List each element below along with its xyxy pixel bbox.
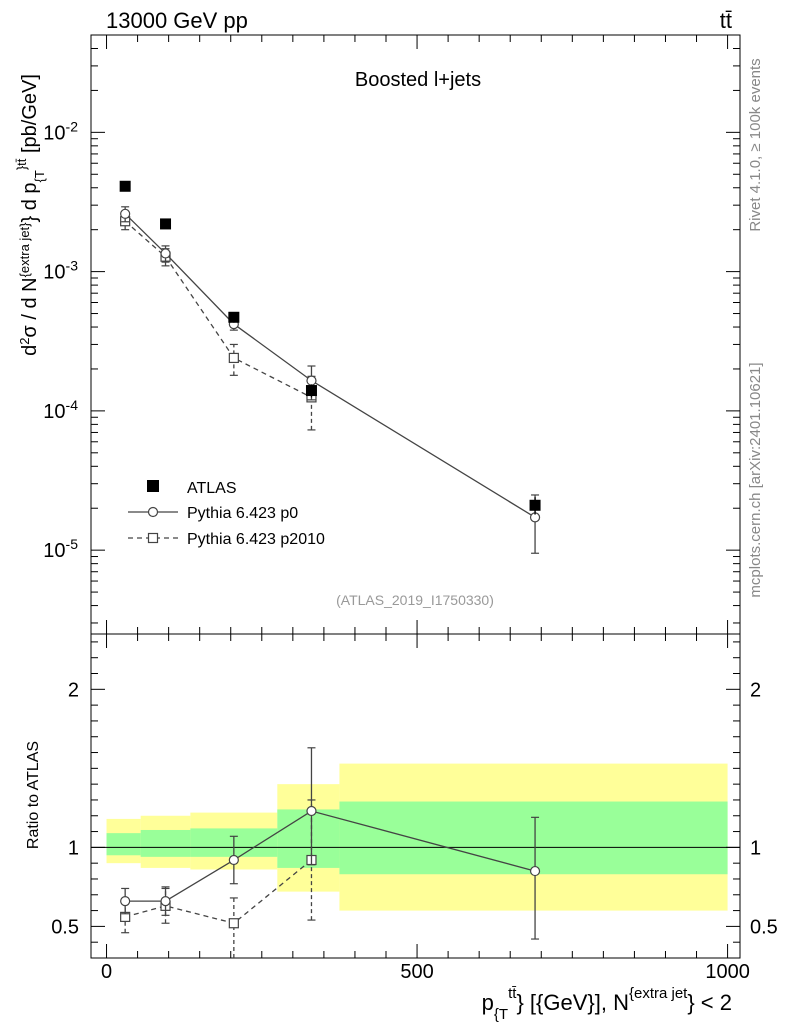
ratio-p0-point <box>160 896 171 907</box>
ratio-p2010-line <box>124 859 312 924</box>
ratio-bands <box>106 763 728 911</box>
ratio-y-tick-label-right: 2 <box>750 679 761 701</box>
atlas-point <box>305 385 317 397</box>
ylabel-sub-t: {T <box>32 170 47 182</box>
legend-p2010-marker <box>147 532 159 544</box>
ylabel-dp: } d p <box>19 182 41 222</box>
main-y-axis-label: d2σ / d N{extra jet}} d p{T}tt̄ [pb/GeV] <box>14 74 47 356</box>
legend-p0-marker <box>147 506 159 518</box>
main-y-tick-label: 10-4 <box>43 397 78 423</box>
main-y-tick-exp: -3 <box>66 258 79 274</box>
ratio-y-tick-label-left: 2 <box>68 679 79 701</box>
atlas-point <box>119 180 131 192</box>
ratio-panel: 0.5 0.5 1 1 2 2 0 500 1000 Ratio to ATLAS p{Ttt̄… <box>25 633 778 1023</box>
main-tick-labels: 10-210-310-410-5 <box>43 118 78 562</box>
x-tick-label: 500 <box>400 961 433 983</box>
plot-title: Boosted l+jets <box>355 69 481 91</box>
rivet-version-text: Rivet 4.1.0, ≥ 100k events <box>747 58 764 231</box>
ratio-band-green <box>106 833 141 856</box>
ratio-tick-labels: 0.5 0.5 1 1 2 2 0 500 1000 <box>51 679 778 983</box>
xlabel-cut: } < 2 <box>687 990 732 1015</box>
legend: ATLAS Pythia 6.423 p0 Pythia 6.423 p2010 <box>128 480 325 548</box>
main-y-tick-exp: -5 <box>66 536 79 552</box>
x-tick-label: 0 <box>101 961 112 983</box>
atlas-point <box>160 218 172 230</box>
legend-atlas-label: ATLAS <box>187 480 237 497</box>
mcplots-reference-text: mcplots.cern.ch [arXiv:2401.10621] <box>747 362 764 597</box>
ratio-y-tick-label-right: 1 <box>750 837 761 859</box>
xlabel-sup-tt: tt̄ <box>508 985 517 1002</box>
ratio-y-tick-label-left: 0.5 <box>51 916 79 938</box>
legend-atlas-marker <box>147 480 159 492</box>
p2010-point <box>228 352 239 364</box>
legend-p0-label: Pythia 6.423 p0 <box>187 505 298 522</box>
main-ticks <box>91 34 740 634</box>
ylabel-units: [pb/GeV] <box>19 74 41 159</box>
ylabel-sup-brace: } <box>14 165 29 170</box>
atlas-point <box>529 499 541 511</box>
p0-point <box>160 248 171 259</box>
ratio-ticks <box>91 634 740 959</box>
legend-p2010-label: Pythia 6.423 p2010 <box>187 531 325 548</box>
main-y-tick-base: 10 <box>43 262 65 284</box>
xlabel-sup-extra-jet: {extra jet <box>629 985 688 1002</box>
ratio-y-tick-label-left: 1 <box>68 837 79 859</box>
p0-point <box>120 208 131 219</box>
ratio-p0-point <box>228 854 239 866</box>
ylabel-sup-tt: tt̄ <box>14 158 29 166</box>
ratio-p0-point <box>306 805 317 817</box>
ratio-y-tick-label-right: 0.5 <box>750 916 778 938</box>
ylabel-sigma: σ / d N <box>19 277 41 337</box>
main-y-tick-label: 10-3 <box>43 258 78 284</box>
x-tick-label: 1000 <box>705 961 750 983</box>
x-axis-label: p{Ttt̄} [{GeV}], N{extra jet} < 2 <box>482 985 732 1023</box>
xlabel-p: p <box>482 990 494 1015</box>
main-panel: 10-210-310-410-5 Boosted l+jets (ATLAS_2… <box>14 34 741 635</box>
main-series <box>119 180 541 554</box>
p0-point <box>306 375 317 386</box>
ratio-series <box>120 747 541 958</box>
main-y-tick-base: 10 <box>43 540 65 562</box>
ratio-y-axis-label: Ratio to ATLAS <box>25 741 42 849</box>
analysis-id: (ATLAS_2019_I1750330) <box>336 592 494 608</box>
ratio-band-green <box>140 829 191 857</box>
ratio-p0-point <box>120 896 131 907</box>
main-y-tick-label: 10-2 <box>43 118 78 144</box>
xlabel-gev: } [{GeV}], N <box>516 990 629 1015</box>
atlas-point <box>228 311 240 323</box>
p0-line <box>124 213 536 518</box>
main-y-tick-base: 10 <box>43 122 65 144</box>
energy-label: 13000 GeV pp <box>106 8 248 33</box>
ratio-p2010-point <box>228 918 239 929</box>
ratio-p0-point <box>529 865 541 877</box>
main-y-tick-exp: -4 <box>66 397 79 413</box>
main-y-tick-exp: -2 <box>66 118 79 134</box>
ylabel-sup-2: 2 <box>17 338 32 345</box>
process-label: tt̄ <box>720 8 732 33</box>
p2010-line <box>124 220 312 398</box>
ylabel-sup-extra-jet: {extra jet} <box>17 222 32 278</box>
main-y-tick-base: 10 <box>43 401 65 423</box>
xlabel-sub-t: {T <box>494 1006 508 1023</box>
ylabel-d: d <box>19 345 41 356</box>
main-y-tick-label: 10-5 <box>43 536 78 562</box>
ratio-band-green <box>339 801 728 875</box>
ratio-frame <box>90 633 741 959</box>
